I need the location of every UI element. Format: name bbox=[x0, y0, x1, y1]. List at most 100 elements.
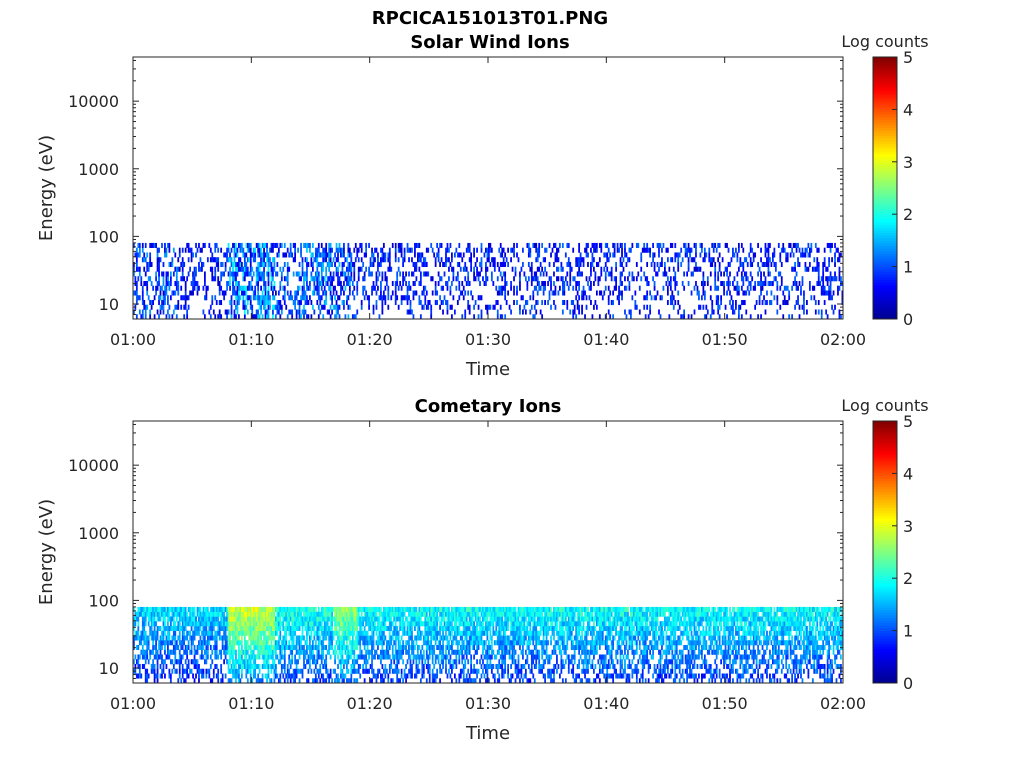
heatmap-cell bbox=[363, 295, 366, 301]
heatmap-cell bbox=[251, 678, 254, 684]
heatmap-cell bbox=[162, 611, 165, 617]
heatmap-cell bbox=[192, 252, 194, 258]
heatmap-cell bbox=[289, 663, 292, 670]
heatmap-cell bbox=[346, 295, 348, 301]
heatmap-cell bbox=[782, 299, 785, 306]
heatmap-cell bbox=[350, 668, 353, 674]
heatmap-cell bbox=[316, 252, 319, 258]
heatmap-cell bbox=[590, 247, 592, 253]
heatmap-cell bbox=[502, 271, 505, 277]
heatmap-cell bbox=[245, 654, 248, 660]
heatmap-cell bbox=[235, 663, 237, 670]
heatmap-cell bbox=[316, 611, 319, 617]
heatmap-cell bbox=[141, 247, 144, 253]
heatmap-cell bbox=[240, 606, 243, 612]
heatmap-cell bbox=[156, 625, 159, 632]
colorbar-segment bbox=[873, 119, 897, 123]
heatmap-cell bbox=[337, 654, 339, 660]
heatmap-cell bbox=[202, 621, 205, 627]
heatmap-cell bbox=[658, 247, 660, 253]
colorbar-tick-label: 4 bbox=[903, 100, 913, 119]
heatmap-cell bbox=[159, 663, 162, 670]
heatmap-cell bbox=[272, 295, 274, 301]
heatmap-cell bbox=[267, 252, 270, 258]
heatmap-cell bbox=[782, 242, 785, 248]
heatmap-cell bbox=[277, 625, 280, 632]
heatmap-cell bbox=[288, 606, 291, 612]
heatmap-cell bbox=[298, 621, 301, 627]
heatmap-cell bbox=[230, 630, 233, 636]
heatmap-cell bbox=[344, 630, 347, 636]
heatmap-cell bbox=[767, 257, 770, 263]
heatmap-cell bbox=[158, 606, 160, 612]
heatmap-cell bbox=[212, 606, 215, 612]
heatmap-cell bbox=[273, 663, 276, 670]
heatmap-cell bbox=[171, 290, 174, 296]
heatmap-cell bbox=[159, 673, 162, 679]
heatmap-cell bbox=[310, 314, 313, 320]
heatmap-cell bbox=[536, 247, 539, 253]
heatmap-cell bbox=[138, 247, 141, 253]
heatmap-cell bbox=[344, 659, 347, 665]
heatmap-cell bbox=[328, 673, 331, 679]
heatmap-cell bbox=[485, 280, 487, 287]
heatmap-cell bbox=[301, 309, 304, 315]
heatmap-cell bbox=[276, 616, 279, 622]
heatmap-cell bbox=[235, 625, 237, 632]
heatmap-cell bbox=[356, 621, 359, 627]
heatmap-cell bbox=[282, 673, 285, 679]
heatmap-cell bbox=[236, 616, 239, 622]
colorbar-segment bbox=[873, 248, 897, 252]
heatmap-cell bbox=[138, 663, 141, 670]
heatmap-cell bbox=[351, 290, 354, 296]
heatmap-cell bbox=[301, 257, 304, 263]
heatmap-cell bbox=[414, 247, 416, 253]
heatmap-cell bbox=[581, 304, 583, 310]
heatmap-cell bbox=[251, 252, 254, 258]
heatmap-cell bbox=[329, 644, 332, 651]
heatmap-cell bbox=[317, 621, 320, 627]
heatmap-cell bbox=[297, 271, 299, 277]
heatmap-cell bbox=[458, 261, 461, 268]
heatmap-cell bbox=[138, 309, 141, 315]
heatmap-cell bbox=[275, 314, 277, 320]
heatmap-cell bbox=[381, 276, 384, 282]
heatmap-cell bbox=[464, 261, 467, 268]
heatmap-cell bbox=[238, 285, 240, 291]
heatmap-cell bbox=[561, 276, 564, 282]
heatmap-cell bbox=[249, 659, 252, 665]
heatmap-cell bbox=[372, 304, 375, 310]
heatmap-cell bbox=[184, 668, 187, 674]
heatmap-cell bbox=[198, 285, 200, 291]
heatmap-cell bbox=[390, 616, 393, 622]
heatmap-cell bbox=[665, 280, 668, 287]
heatmap-cell bbox=[446, 285, 449, 291]
heatmap-cell bbox=[310, 611, 313, 617]
heatmap-cell bbox=[354, 659, 357, 665]
heatmap-cell bbox=[167, 606, 169, 612]
heatmap-cell bbox=[202, 242, 205, 248]
heatmap-cell bbox=[365, 611, 368, 617]
heatmap-cell bbox=[576, 257, 579, 263]
heatmap-cell bbox=[138, 295, 141, 301]
heatmap-cell bbox=[254, 630, 257, 636]
heatmap-cell bbox=[381, 611, 384, 617]
heatmap-cell bbox=[337, 276, 339, 282]
heatmap-cell bbox=[248, 630, 251, 636]
heatmap-cell bbox=[307, 625, 310, 632]
heatmap-cell bbox=[255, 644, 258, 651]
heatmap-cell bbox=[251, 654, 254, 660]
heatmap-cell bbox=[134, 252, 137, 258]
heatmap-cell bbox=[566, 261, 569, 268]
heatmap-cell bbox=[272, 285, 274, 291]
heatmap-cell bbox=[309, 640, 311, 646]
heatmap-cell bbox=[382, 257, 385, 263]
heatmap-cell bbox=[292, 640, 295, 646]
heatmap-cell bbox=[311, 261, 314, 268]
heatmap-cell bbox=[419, 621, 422, 627]
heatmap-cell bbox=[326, 261, 329, 268]
heatmap-cell bbox=[449, 290, 452, 296]
heatmap-cell bbox=[270, 247, 273, 253]
heatmap-cell bbox=[604, 271, 607, 277]
heatmap-cell bbox=[374, 673, 376, 679]
